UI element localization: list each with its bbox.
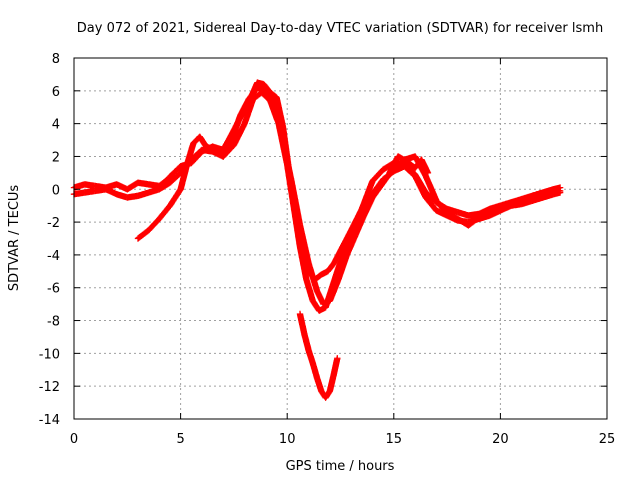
x-tick-label: 15 bbox=[386, 432, 403, 447]
series-track-d bbox=[296, 310, 341, 401]
y-tick-label: -8 bbox=[47, 315, 60, 330]
data-marker-run bbox=[418, 156, 431, 176]
data-marker-run bbox=[369, 180, 386, 201]
data-marker-run bbox=[162, 172, 175, 185]
data-marker-run bbox=[196, 133, 209, 149]
data-marker-run bbox=[271, 97, 286, 143]
x-tick-label: 25 bbox=[599, 432, 616, 447]
data-marker-run bbox=[245, 85, 260, 103]
data-series bbox=[70, 79, 564, 401]
data-marker-run bbox=[305, 259, 320, 294]
data-marker-run bbox=[241, 96, 256, 127]
y-tick-label: 0 bbox=[52, 183, 60, 198]
x-tick-label: 10 bbox=[279, 432, 296, 447]
data-marker-run bbox=[401, 163, 418, 179]
data-marker-run bbox=[228, 113, 244, 144]
data-marker-run bbox=[386, 154, 401, 177]
data-marker-run bbox=[360, 195, 376, 219]
data-marker-run bbox=[113, 191, 130, 201]
series-track-a bbox=[70, 79, 564, 283]
data-marker-run bbox=[518, 193, 535, 206]
data-marker-run bbox=[177, 162, 190, 193]
data-marker-run bbox=[465, 214, 482, 229]
y-axis-label: SDTVAR / TECUs bbox=[7, 185, 22, 292]
data-marker-run bbox=[220, 137, 235, 160]
x-tick-label: 0 bbox=[70, 432, 78, 447]
y-tick-label: -14 bbox=[39, 413, 60, 428]
x-tick-label: 20 bbox=[492, 432, 509, 447]
data-marker-run bbox=[258, 89, 273, 103]
data-marker-run bbox=[305, 346, 316, 366]
data-marker-run bbox=[296, 243, 310, 282]
data-marker-run bbox=[166, 170, 183, 186]
data-marker bbox=[424, 169, 432, 177]
y-tick-label: -6 bbox=[47, 282, 60, 297]
data-marker-run bbox=[324, 260, 337, 275]
data-marker-run bbox=[230, 121, 248, 149]
data-marker-run bbox=[475, 206, 492, 218]
data-marker-run bbox=[539, 191, 556, 201]
data-marker-run bbox=[443, 210, 460, 222]
grid-lines bbox=[74, 58, 607, 419]
data-marker-run bbox=[326, 371, 337, 395]
data-marker-run bbox=[343, 233, 359, 259]
data-marker-run bbox=[168, 163, 183, 178]
data-marker bbox=[334, 355, 341, 362]
data-marker-run bbox=[313, 287, 327, 307]
data-marker-run bbox=[102, 186, 119, 197]
y-tick-label: -4 bbox=[47, 249, 60, 264]
y-tick-label: 4 bbox=[52, 118, 60, 133]
data-marker-run bbox=[296, 222, 312, 266]
data-marker-run bbox=[433, 197, 450, 217]
series-track-e bbox=[386, 153, 432, 177]
data-marker-run bbox=[124, 180, 141, 193]
data-marker-run bbox=[335, 252, 350, 283]
data-marker-run bbox=[145, 216, 162, 234]
y-tick-label: 6 bbox=[52, 85, 60, 100]
data-marker-run bbox=[237, 96, 252, 119]
data-marker-run bbox=[411, 172, 429, 200]
chart-title: Day 072 of 2021, Sidereal Day-to-day VTE… bbox=[77, 21, 603, 36]
y-tick-label: -12 bbox=[39, 380, 60, 395]
data-marker-run bbox=[313, 374, 325, 394]
data-marker-run bbox=[422, 172, 440, 203]
data-marker-run bbox=[183, 141, 197, 168]
data-marker-run bbox=[262, 87, 277, 103]
data-marker-run bbox=[279, 136, 295, 184]
x-tick-label: 5 bbox=[176, 432, 184, 447]
data-marker-run bbox=[475, 209, 492, 221]
data-marker-run bbox=[288, 177, 303, 228]
series-track-c bbox=[134, 84, 564, 308]
data-marker-run bbox=[166, 187, 184, 209]
data-marker-run bbox=[156, 180, 173, 193]
data-marker-run bbox=[369, 167, 386, 185]
axis-ticks: 0 5 10 15 20 25 -14 -12 -10 -8 -6 -4 -2 0 2 4 6 8 bbox=[39, 52, 616, 447]
data-marker bbox=[556, 187, 564, 195]
data-marker-run bbox=[156, 203, 173, 222]
data-marker-run bbox=[134, 227, 151, 242]
data-marker-run bbox=[343, 223, 359, 250]
y-tick-label: 8 bbox=[52, 52, 60, 67]
data-marker-run bbox=[422, 194, 439, 213]
x-axis-label: GPS time / hours bbox=[286, 459, 395, 474]
data-marker-run bbox=[497, 199, 514, 213]
data-marker-run bbox=[330, 244, 346, 267]
data-marker-run bbox=[330, 356, 341, 377]
y-tick-label: -2 bbox=[47, 216, 60, 231]
data-marker-run bbox=[309, 297, 322, 313]
plot-frame bbox=[73, 57, 608, 420]
data-marker-run bbox=[296, 310, 308, 336]
data-marker-run bbox=[303, 276, 316, 303]
data-marker-run bbox=[301, 330, 312, 353]
data-marker-run bbox=[156, 178, 168, 190]
y-tick-label: -10 bbox=[39, 347, 60, 362]
data-marker-run bbox=[352, 213, 367, 239]
y-tick-label: 2 bbox=[52, 150, 60, 165]
data-marker-run bbox=[326, 277, 342, 305]
